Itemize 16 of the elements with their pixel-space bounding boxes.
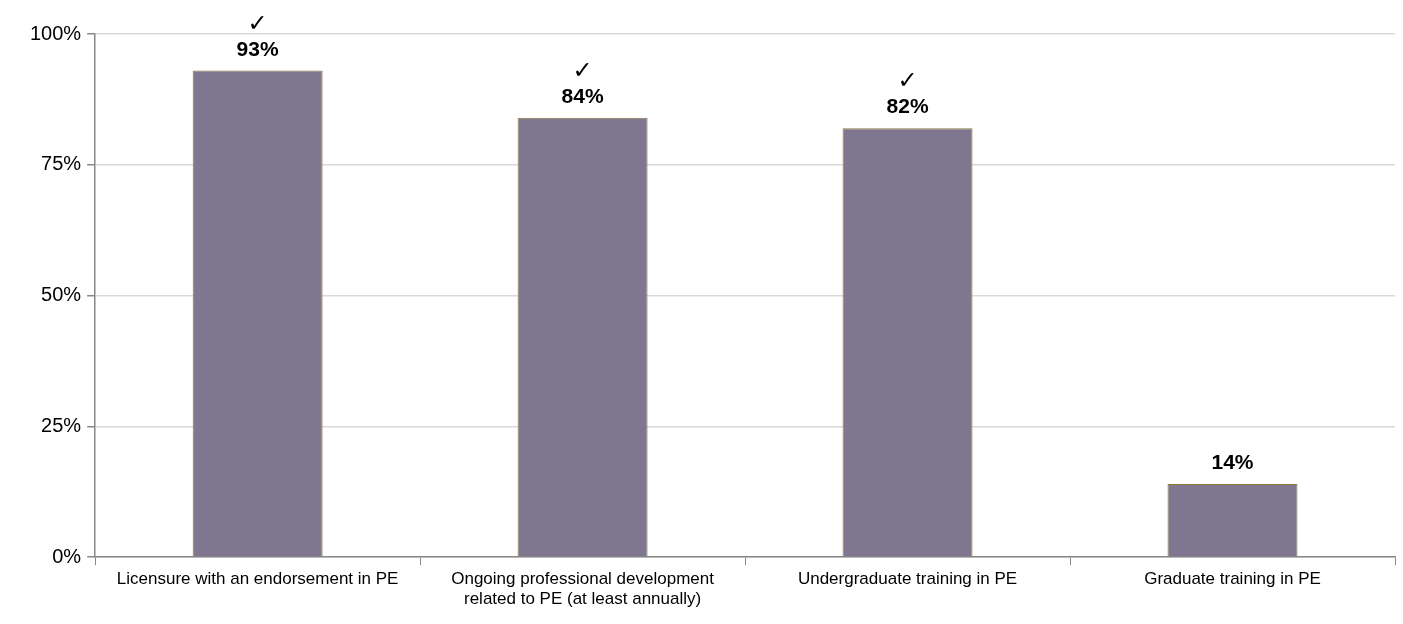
x-tick-label: Licensure with an endorsement in PE [116, 569, 399, 589]
annotation: ✓ [572, 55, 593, 84]
x-tick-label: Ongoing professional development related to PE (at least annually) [451, 569, 715, 609]
x-tick-label: Undergraduate training in PE [797, 569, 1018, 589]
annotation: ✓ [247, 8, 268, 37]
y-tick-label: 75% [41, 152, 82, 175]
data-label: 93% [236, 36, 279, 60]
y-tick-label: 25% [41, 413, 82, 436]
y-tick-label: 0% [52, 544, 82, 567]
data-label: 82% [886, 94, 929, 118]
y-tick-label: 100% [30, 21, 82, 44]
x-tick-label: Graduate training in PE [1144, 569, 1321, 589]
annotation: ✓ [897, 66, 918, 95]
data-label: 84% [561, 84, 604, 108]
data-label: 14% [1211, 450, 1254, 474]
y-tick-label: 50% [41, 283, 82, 306]
